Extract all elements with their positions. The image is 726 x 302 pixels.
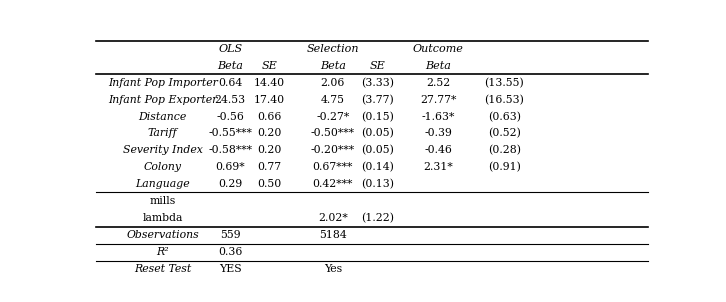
Text: 4.75: 4.75 xyxy=(321,95,345,105)
Text: (0.15): (0.15) xyxy=(362,111,394,122)
Text: (0.63): (0.63) xyxy=(488,111,521,122)
Text: Beta: Beta xyxy=(217,61,243,71)
Text: YES: YES xyxy=(219,264,242,274)
Text: R²: R² xyxy=(157,247,169,257)
Text: Reset Test: Reset Test xyxy=(134,264,192,274)
Text: (3.33): (3.33) xyxy=(362,78,394,88)
Text: 0.42***: 0.42*** xyxy=(312,179,353,189)
Text: Language: Language xyxy=(136,179,190,189)
Text: OLS: OLS xyxy=(219,44,242,54)
Text: Severity Index: Severity Index xyxy=(123,145,203,155)
Text: 2.52: 2.52 xyxy=(426,78,451,88)
Text: -0.58***: -0.58*** xyxy=(208,145,253,155)
Text: 559: 559 xyxy=(220,230,240,240)
Text: 0.29: 0.29 xyxy=(218,179,242,189)
Text: SE: SE xyxy=(370,61,386,71)
Text: (0.05): (0.05) xyxy=(362,128,394,139)
Text: (13.55): (13.55) xyxy=(484,78,524,88)
Text: Observations: Observations xyxy=(126,230,199,240)
Text: 0.77: 0.77 xyxy=(258,162,282,172)
Text: 2.31*: 2.31* xyxy=(423,162,453,172)
Text: 14.40: 14.40 xyxy=(254,78,285,88)
Text: -0.39: -0.39 xyxy=(425,128,452,138)
Text: (0.28): (0.28) xyxy=(488,145,521,155)
Text: 2.06: 2.06 xyxy=(320,78,345,88)
Text: (0.52): (0.52) xyxy=(488,128,521,139)
Text: 0.67***: 0.67*** xyxy=(312,162,353,172)
Text: 0.50: 0.50 xyxy=(258,179,282,189)
Text: SE: SE xyxy=(262,61,277,71)
Text: 2.02*: 2.02* xyxy=(318,213,348,223)
Text: -0.20***: -0.20*** xyxy=(311,145,355,155)
Text: -0.56: -0.56 xyxy=(216,112,244,122)
Text: 5184: 5184 xyxy=(319,230,346,240)
Text: Selection: Selection xyxy=(306,44,359,54)
Text: Infant Pop Exporter: Infant Pop Exporter xyxy=(108,95,218,105)
Text: -0.27*: -0.27* xyxy=(316,112,349,122)
Text: (0.14): (0.14) xyxy=(362,162,394,172)
Text: (3.77): (3.77) xyxy=(362,95,394,105)
Text: (0.05): (0.05) xyxy=(362,145,394,155)
Text: Infant Pop Importer: Infant Pop Importer xyxy=(108,78,218,88)
Text: 0.64: 0.64 xyxy=(218,78,242,88)
Text: mills: mills xyxy=(150,196,176,206)
Text: -0.46: -0.46 xyxy=(425,145,452,155)
Text: 24.53: 24.53 xyxy=(215,95,246,105)
Text: Tariff: Tariff xyxy=(148,128,178,138)
Text: 17.40: 17.40 xyxy=(254,95,285,105)
Text: 0.20: 0.20 xyxy=(258,145,282,155)
Text: -1.63*: -1.63* xyxy=(422,112,455,122)
Text: Distance: Distance xyxy=(139,112,187,122)
Text: -0.50***: -0.50*** xyxy=(311,128,355,138)
Text: (0.13): (0.13) xyxy=(362,178,394,189)
Text: 0.69*: 0.69* xyxy=(216,162,245,172)
Text: Outcome: Outcome xyxy=(413,44,464,54)
Text: -0.55***: -0.55*** xyxy=(208,128,252,138)
Text: Beta: Beta xyxy=(425,61,452,71)
Text: 27.77*: 27.77* xyxy=(420,95,457,105)
Text: 0.66: 0.66 xyxy=(258,112,282,122)
Text: (1.22): (1.22) xyxy=(362,213,394,223)
Text: Beta: Beta xyxy=(319,61,346,71)
Text: 0.20: 0.20 xyxy=(258,128,282,138)
Text: Yes: Yes xyxy=(324,264,342,274)
Text: (16.53): (16.53) xyxy=(484,95,524,105)
Text: (0.91): (0.91) xyxy=(488,162,521,172)
Text: Colony: Colony xyxy=(144,162,182,172)
Text: lambda: lambda xyxy=(142,213,183,223)
Text: 0.36: 0.36 xyxy=(218,247,242,257)
